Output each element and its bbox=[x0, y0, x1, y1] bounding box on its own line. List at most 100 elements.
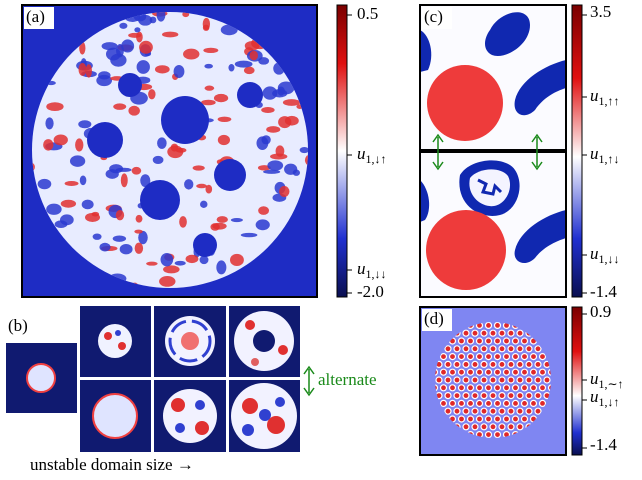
pattern-element bbox=[477, 369, 483, 375]
pattern-element bbox=[175, 261, 186, 266]
pattern-element bbox=[80, 175, 87, 185]
pattern-element bbox=[522, 385, 528, 391]
pattern-element bbox=[167, 145, 183, 158]
pattern-element bbox=[495, 432, 501, 438]
pattern-element bbox=[504, 400, 510, 406]
pattern-element bbox=[113, 235, 126, 241]
pattern-element bbox=[450, 354, 456, 360]
pattern-element bbox=[183, 49, 199, 60]
pattern-element bbox=[513, 354, 519, 360]
pattern-element bbox=[134, 230, 142, 234]
pattern-element bbox=[499, 393, 505, 399]
pattern-element bbox=[495, 416, 501, 422]
pattern-element bbox=[79, 63, 87, 76]
pattern-element bbox=[174, 65, 185, 78]
pattern-element bbox=[132, 167, 142, 175]
colorbar-c: 3.5 u1,↑↑ u1,↑↓ u1,↓↓ -1.4 bbox=[572, 2, 620, 301]
pattern-element bbox=[263, 86, 278, 99]
pattern-element bbox=[203, 25, 210, 31]
pattern-element bbox=[454, 377, 460, 383]
pattern-element bbox=[499, 346, 505, 352]
pattern-element bbox=[155, 65, 170, 73]
pattern-element bbox=[472, 346, 478, 352]
pattern-element bbox=[293, 170, 300, 176]
pattern-element bbox=[463, 408, 469, 414]
pattern-element bbox=[486, 385, 492, 391]
pattern-element bbox=[450, 400, 456, 406]
tick-label: u1,↓↓ bbox=[590, 244, 620, 266]
pattern-element bbox=[486, 369, 492, 375]
pattern-element bbox=[78, 120, 91, 128]
pattern-element bbox=[445, 393, 451, 399]
pattern-element bbox=[531, 354, 537, 360]
pattern-element bbox=[261, 135, 270, 144]
pattern-element bbox=[504, 354, 510, 360]
pattern-element bbox=[486, 322, 492, 328]
pattern-element bbox=[472, 377, 478, 383]
pattern-element bbox=[481, 330, 487, 336]
pattern-element bbox=[216, 260, 226, 274]
pattern-element bbox=[230, 254, 244, 266]
panel-b: (b) alternate unstable domain size → bbox=[6, 306, 377, 474]
pattern-element bbox=[146, 262, 158, 266]
pattern-element bbox=[65, 181, 79, 186]
pattern-element bbox=[517, 408, 523, 414]
pattern-element bbox=[250, 51, 258, 61]
tick-label: u1,↓↑ bbox=[357, 144, 387, 166]
pattern-element bbox=[499, 408, 505, 414]
pattern-element bbox=[459, 369, 465, 375]
pattern-element bbox=[495, 385, 501, 391]
pattern-element bbox=[531, 369, 537, 375]
pattern-element bbox=[513, 369, 519, 375]
pattern-element bbox=[441, 354, 447, 360]
pattern-element bbox=[231, 218, 243, 222]
pattern-element bbox=[54, 134, 68, 145]
pattern-element bbox=[163, 265, 180, 273]
pattern-element bbox=[218, 117, 232, 122]
pattern-element bbox=[495, 338, 501, 344]
pattern-element bbox=[526, 393, 532, 399]
pattern-element bbox=[504, 338, 510, 344]
pattern-element bbox=[531, 400, 537, 406]
pattern-element bbox=[98, 71, 111, 79]
pattern-element bbox=[490, 424, 496, 430]
pattern-element bbox=[46, 204, 61, 215]
pattern-element bbox=[463, 361, 469, 367]
pattern-element bbox=[261, 107, 274, 113]
pattern-element bbox=[279, 186, 289, 197]
tick-label: 0.5 bbox=[357, 4, 378, 23]
pattern-element bbox=[522, 354, 528, 360]
pattern-element bbox=[513, 416, 519, 422]
pattern-element bbox=[459, 416, 465, 422]
pattern-element bbox=[540, 385, 546, 391]
pattern-element bbox=[517, 346, 523, 352]
pattern-element bbox=[517, 393, 523, 399]
pattern-element bbox=[61, 200, 76, 208]
pattern-element bbox=[540, 400, 546, 406]
pattern-element bbox=[450, 385, 456, 391]
pattern-element bbox=[468, 354, 474, 360]
pattern-element bbox=[472, 408, 478, 414]
pattern-element bbox=[490, 346, 496, 352]
pattern-element bbox=[75, 138, 83, 151]
panel-a: (a) bbox=[22, 5, 317, 297]
pattern-element bbox=[508, 346, 514, 352]
pattern-element bbox=[504, 369, 510, 375]
pattern-element bbox=[445, 377, 451, 383]
colorbar bbox=[337, 5, 347, 297]
pattern-element bbox=[463, 377, 469, 383]
panel-c: (c) bbox=[420, 5, 566, 297]
tick-label: u1,↑↑ bbox=[590, 86, 620, 108]
pattern-element bbox=[517, 377, 523, 383]
panel-label: (a) bbox=[26, 7, 45, 26]
pattern-element bbox=[522, 400, 528, 406]
pattern-element bbox=[140, 180, 180, 220]
pattern-element bbox=[459, 385, 465, 391]
pattern-element bbox=[258, 206, 269, 215]
pattern-element bbox=[450, 369, 456, 375]
pattern-element bbox=[445, 346, 451, 352]
panel-label: (b) bbox=[8, 316, 28, 335]
pattern-element bbox=[499, 424, 505, 430]
panel-d: (d) bbox=[418, 307, 573, 455]
pattern-element bbox=[540, 354, 546, 360]
